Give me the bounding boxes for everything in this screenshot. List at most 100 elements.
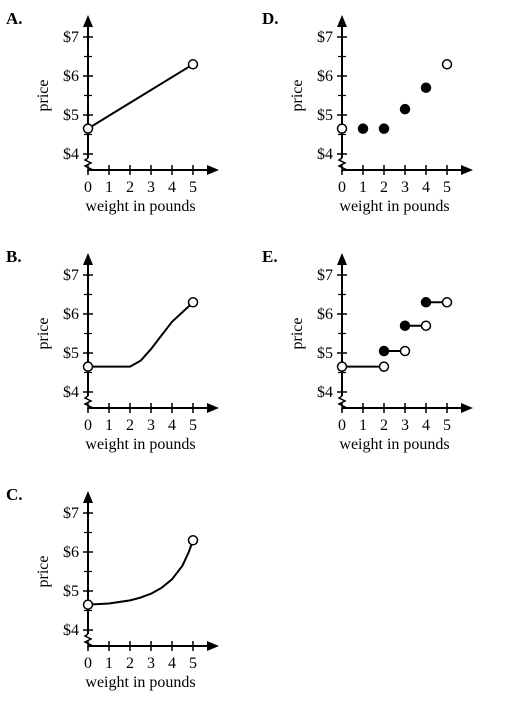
y-tick-label: $6 [63, 544, 79, 561]
data-point-open [82, 123, 94, 134]
y-tick-label: $7 [317, 29, 333, 46]
open-endpoint [399, 345, 411, 357]
x-tick-label: 1 [105, 417, 113, 434]
x-tick-label: 5 [189, 655, 197, 672]
panel-label: E. [262, 247, 278, 266]
x-tick-label: 0 [338, 179, 346, 196]
x-tick-label: 1 [359, 179, 367, 196]
x-tick-label: 2 [380, 179, 388, 196]
panel-5: E. $4 $5 $6 $7 0 1 2 3 4 5 weight in pounds price [262, 247, 473, 453]
y-tick-label: $7 [63, 267, 79, 284]
x-tick-label: 0 [84, 655, 92, 672]
y-tick-label: $4 [63, 384, 79, 401]
x-axis-arrow [207, 641, 219, 651]
data-point-open [82, 361, 94, 372]
panel-2: B. $4 $5 $6 $7 0 1 2 3 4 5 weight in pounds price [6, 247, 219, 453]
x-tick-label: 3 [401, 179, 409, 196]
y-tick-label: $6 [63, 68, 79, 85]
y-axis-title: price [35, 556, 52, 588]
y-tick-label: $6 [317, 68, 333, 85]
y-tick-label: $4 [317, 146, 333, 163]
y-axis-arrow [83, 253, 93, 265]
open-endpoint [378, 361, 390, 372]
y-axis-title: price [289, 318, 306, 350]
y-tick-label: $4 [317, 384, 333, 401]
data-point-open [441, 59, 453, 70]
x-tick-label: 0 [84, 179, 92, 196]
y-axis-title: price [35, 318, 52, 350]
x-tick-label: 1 [105, 179, 113, 196]
panel-label: B. [6, 247, 22, 266]
data-point-filled [357, 123, 369, 134]
data-point-open [187, 535, 199, 546]
y-axis-arrow [83, 491, 93, 503]
x-tick-label: 2 [380, 417, 388, 434]
x-tick-label: 2 [126, 655, 134, 672]
y-axis-arrow [337, 253, 347, 265]
x-tick-label: 2 [126, 179, 134, 196]
y-tick-label: $5 [317, 345, 333, 362]
y-tick-label: $6 [63, 306, 79, 323]
closed-endpoint [399, 320, 411, 331]
y-tick-label: $4 [63, 146, 79, 163]
y-tick-label: $6 [317, 306, 333, 323]
panel-label: A. [6, 9, 23, 28]
data-point-open [187, 297, 199, 308]
y-tick-label: $5 [63, 345, 79, 362]
x-axis-title: weight in pounds [85, 198, 195, 215]
open-endpoint [441, 297, 453, 308]
y-tick-label: $5 [317, 107, 333, 124]
closed-endpoint [420, 297, 432, 308]
x-tick-label: 5 [189, 179, 197, 196]
x-axis-arrow [461, 403, 473, 413]
y-axis-arrow [83, 15, 93, 27]
y-axis-arrow [337, 15, 347, 27]
x-tick-label: 3 [147, 417, 155, 434]
x-tick-label: 1 [359, 417, 367, 434]
open-endpoint [336, 361, 348, 372]
x-axis-title: weight in pounds [85, 674, 195, 691]
x-tick-label: 4 [422, 179, 430, 196]
x-tick-label: 3 [147, 655, 155, 672]
y-tick-label: $7 [63, 29, 79, 46]
series-line [87, 539, 194, 606]
x-tick-label: 3 [401, 417, 409, 434]
x-tick-label: 4 [168, 179, 176, 196]
data-point-open [336, 123, 348, 134]
y-axis-title: price [289, 80, 306, 112]
x-axis-arrow [207, 165, 219, 175]
data-point-open [187, 59, 199, 70]
x-tick-label: 0 [338, 417, 346, 434]
panel-label: C. [6, 485, 23, 504]
x-tick-label: 5 [443, 417, 451, 434]
panel-1: A. $4 $5 $6 $7 0 1 2 3 4 5 weight in pounds price [6, 9, 219, 215]
x-axis-title: weight in pounds [339, 198, 449, 215]
y-tick-label: $7 [63, 505, 79, 522]
y-tick-label: $7 [317, 267, 333, 284]
x-tick-label: 4 [422, 417, 430, 434]
y-tick-label: $5 [63, 583, 79, 600]
open-endpoint [420, 320, 432, 331]
panel-4: D. $4 $5 $6 $7 0 1 2 3 4 5 weight in pounds price [262, 9, 473, 215]
x-tick-label: 5 [189, 417, 197, 434]
x-tick-label: 2 [126, 417, 134, 434]
panel-3: C. $4 $5 $6 $7 0 1 2 3 4 5 weight in pounds price [6, 485, 219, 691]
x-axis-title: weight in pounds [85, 436, 195, 453]
data-point-filled [378, 123, 390, 134]
x-tick-label: 4 [168, 655, 176, 672]
y-axis-title: price [35, 80, 52, 112]
x-tick-label: 4 [168, 417, 176, 434]
series-line [87, 63, 194, 130]
x-axis-arrow [461, 165, 473, 175]
panel-label: D. [262, 9, 279, 28]
series-line [88, 301, 194, 368]
closed-endpoint [378, 345, 390, 357]
data-point-filled [420, 82, 432, 93]
x-axis-arrow [207, 403, 219, 413]
data-point-filled [399, 103, 411, 115]
x-tick-label: 5 [443, 179, 451, 196]
x-tick-label: 1 [105, 655, 113, 672]
x-tick-label: 0 [84, 417, 92, 434]
y-tick-label: $4 [63, 622, 79, 639]
